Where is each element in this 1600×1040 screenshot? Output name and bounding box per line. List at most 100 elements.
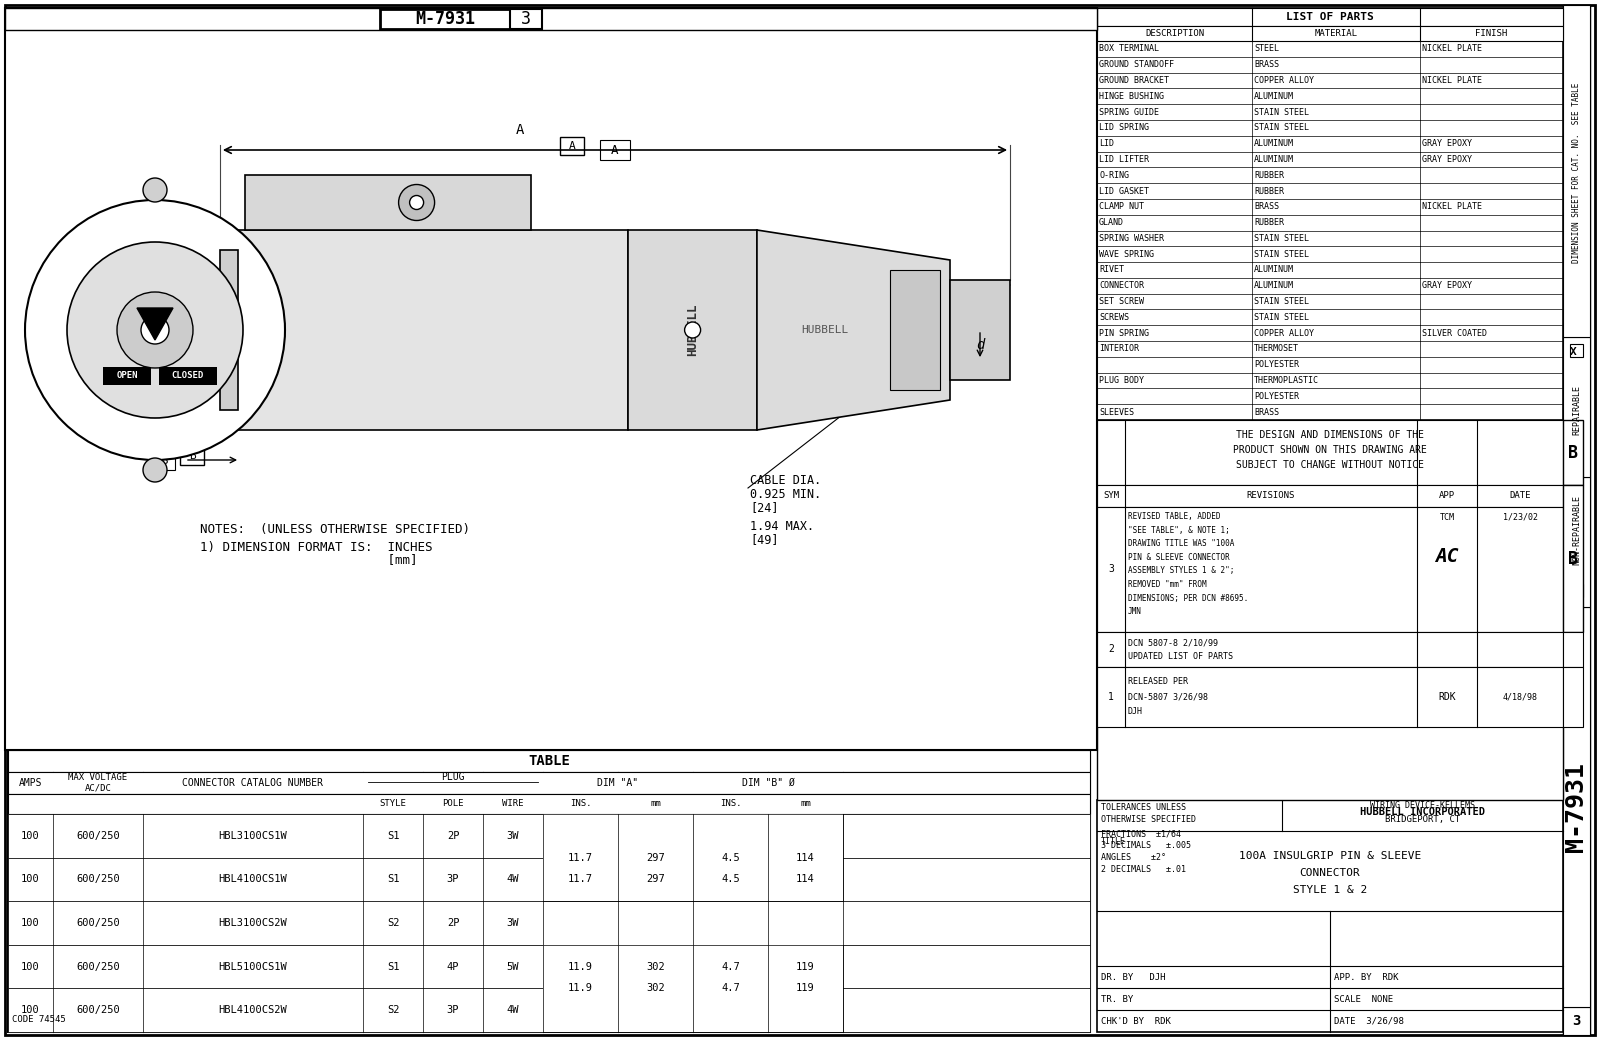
Text: PIN & SLEEVE CONNECTOR: PIN & SLEEVE CONNECTOR: [1128, 553, 1230, 562]
Bar: [560, 137, 584, 155]
Text: APP: APP: [1438, 492, 1454, 500]
Bar: [1098, 632, 1563, 667]
Text: DATE  3/26/98: DATE 3/26/98: [1334, 1016, 1403, 1025]
Bar: [5, 8, 1098, 30]
Bar: [1098, 8, 1563, 420]
Text: SCALE  NONE: SCALE NONE: [1334, 994, 1394, 1004]
Bar: [158, 367, 218, 385]
Text: DJH: DJH: [1128, 707, 1142, 717]
Text: GROUND BRACKET: GROUND BRACKET: [1099, 76, 1170, 85]
Text: 100: 100: [21, 1006, 40, 1015]
Bar: [542, 944, 843, 1032]
Text: 4.7: 4.7: [722, 984, 739, 993]
Text: 3P: 3P: [446, 875, 459, 884]
Text: NOTES:  (UNLESS OTHERWISE SPECIFIED): NOTES: (UNLESS OTHERWISE SPECIFIED): [200, 523, 470, 537]
Text: OTHERWISE SPECIFIED: OTHERWISE SPECIFIED: [1101, 815, 1197, 825]
Text: M-7931: M-7931: [414, 10, 475, 28]
Bar: [8, 750, 1090, 1032]
Bar: [1098, 420, 1563, 800]
Bar: [1563, 632, 1582, 667]
Text: CONNECTOR: CONNECTOR: [1299, 868, 1360, 878]
Text: REVISED TABLE, ADDED: REVISED TABLE, ADDED: [1128, 513, 1221, 521]
Text: 2: 2: [1109, 645, 1114, 654]
Text: RUBBER: RUBBER: [1254, 218, 1283, 227]
Circle shape: [67, 242, 243, 418]
Text: WIRE: WIRE: [502, 800, 523, 808]
Text: A: A: [611, 144, 619, 156]
Text: NICKEL PLATE: NICKEL PLATE: [1422, 45, 1482, 53]
Text: 3: 3: [1109, 565, 1114, 574]
Text: 114: 114: [797, 853, 814, 862]
Text: DR. BY   DJH: DR. BY DJH: [1101, 972, 1165, 982]
Text: 2P: 2P: [446, 831, 459, 840]
Text: 4.5: 4.5: [722, 875, 739, 884]
Text: SET SCREW: SET SCREW: [1099, 297, 1144, 306]
Text: BOX TERMINAL: BOX TERMINAL: [1099, 45, 1158, 53]
Text: DIMENSIONS; PER DCN #8695.: DIMENSIONS; PER DCN #8695.: [1128, 594, 1248, 602]
Text: ALUMINUM: ALUMINUM: [1254, 155, 1294, 164]
Bar: [1098, 8, 1563, 26]
Text: TCM: TCM: [1440, 513, 1454, 521]
Text: INS.: INS.: [720, 800, 741, 808]
Text: 1) DIMENSION FORMAT IS:  INCHES: 1) DIMENSION FORMAT IS: INCHES: [200, 542, 432, 554]
Text: S1: S1: [387, 962, 400, 971]
Bar: [8, 944, 1090, 988]
Text: STAIN STEEL: STAIN STEEL: [1254, 107, 1309, 116]
Text: 4W: 4W: [507, 1006, 520, 1015]
Text: 11.7: 11.7: [568, 875, 594, 884]
Bar: [510, 9, 542, 29]
Text: 4W: 4W: [507, 875, 520, 884]
Bar: [5, 8, 1098, 750]
Text: B: B: [1568, 549, 1578, 568]
Text: S1: S1: [387, 831, 400, 840]
Text: HUBBELL: HUBBELL: [802, 324, 848, 335]
Text: SILVER COATED: SILVER COATED: [1422, 329, 1486, 338]
Text: THERMOSET: THERMOSET: [1254, 344, 1299, 354]
Text: POLYESTER: POLYESTER: [1254, 360, 1299, 369]
Text: HBL3100CS2W: HBL3100CS2W: [219, 918, 288, 928]
Bar: [1098, 420, 1563, 485]
Text: PIN SPRING: PIN SPRING: [1099, 329, 1149, 338]
Text: A: A: [568, 141, 576, 151]
Circle shape: [685, 322, 701, 338]
Text: SPRING GUIDE: SPRING GUIDE: [1099, 107, 1158, 116]
Bar: [8, 858, 1090, 902]
Text: S1: S1: [387, 875, 400, 884]
Bar: [8, 988, 1090, 1032]
Text: SCREWS: SCREWS: [1099, 313, 1130, 321]
Text: 100: 100: [21, 831, 40, 840]
Text: RUBBER: RUBBER: [1254, 171, 1283, 180]
Text: A: A: [515, 123, 525, 137]
Text: AC: AC: [1435, 547, 1459, 567]
Bar: [381, 9, 510, 29]
Text: COPPER ALLOY: COPPER ALLOY: [1254, 76, 1314, 85]
Text: THERMOPLASTIC: THERMOPLASTIC: [1254, 376, 1318, 385]
Text: PLUG: PLUG: [442, 772, 464, 782]
Text: ALUMINUM: ALUMINUM: [1254, 92, 1294, 101]
Bar: [245, 175, 531, 230]
Polygon shape: [757, 230, 950, 430]
Text: ALUMINUM: ALUMINUM: [1254, 281, 1294, 290]
Text: DATE: DATE: [1509, 492, 1531, 500]
Text: INTERIOR: INTERIOR: [1099, 344, 1139, 354]
Text: 302: 302: [646, 984, 666, 993]
Bar: [235, 230, 629, 430]
Text: HBL4100CS2W: HBL4100CS2W: [219, 1006, 288, 1015]
Text: 2 DECIMALS   ±.01: 2 DECIMALS ±.01: [1101, 865, 1186, 875]
Text: THE DESIGN AND DIMENSIONS OF THE: THE DESIGN AND DIMENSIONS OF THE: [1235, 430, 1424, 440]
Text: DCN 5807-8 2/10/99: DCN 5807-8 2/10/99: [1128, 638, 1218, 647]
Bar: [8, 814, 1090, 858]
Bar: [1563, 5, 1590, 1035]
Text: BRASS: BRASS: [1254, 203, 1278, 211]
Text: CONNECTOR CATALOG NUMBER: CONNECTOR CATALOG NUMBER: [182, 778, 323, 788]
Text: 600/250: 600/250: [77, 831, 120, 840]
Text: [49]: [49]: [750, 534, 779, 546]
Text: JMN: JMN: [1128, 607, 1142, 616]
Bar: [102, 367, 150, 385]
Text: HBL3100CS1W: HBL3100CS1W: [219, 831, 288, 840]
Text: STAIN STEEL: STAIN STEEL: [1254, 124, 1309, 132]
Text: NON-REPAIRABLE: NON-REPAIRABLE: [1571, 495, 1581, 565]
Text: TITLE: TITLE: [1101, 836, 1126, 846]
Text: 100: 100: [21, 918, 40, 928]
Bar: [1098, 506, 1563, 632]
